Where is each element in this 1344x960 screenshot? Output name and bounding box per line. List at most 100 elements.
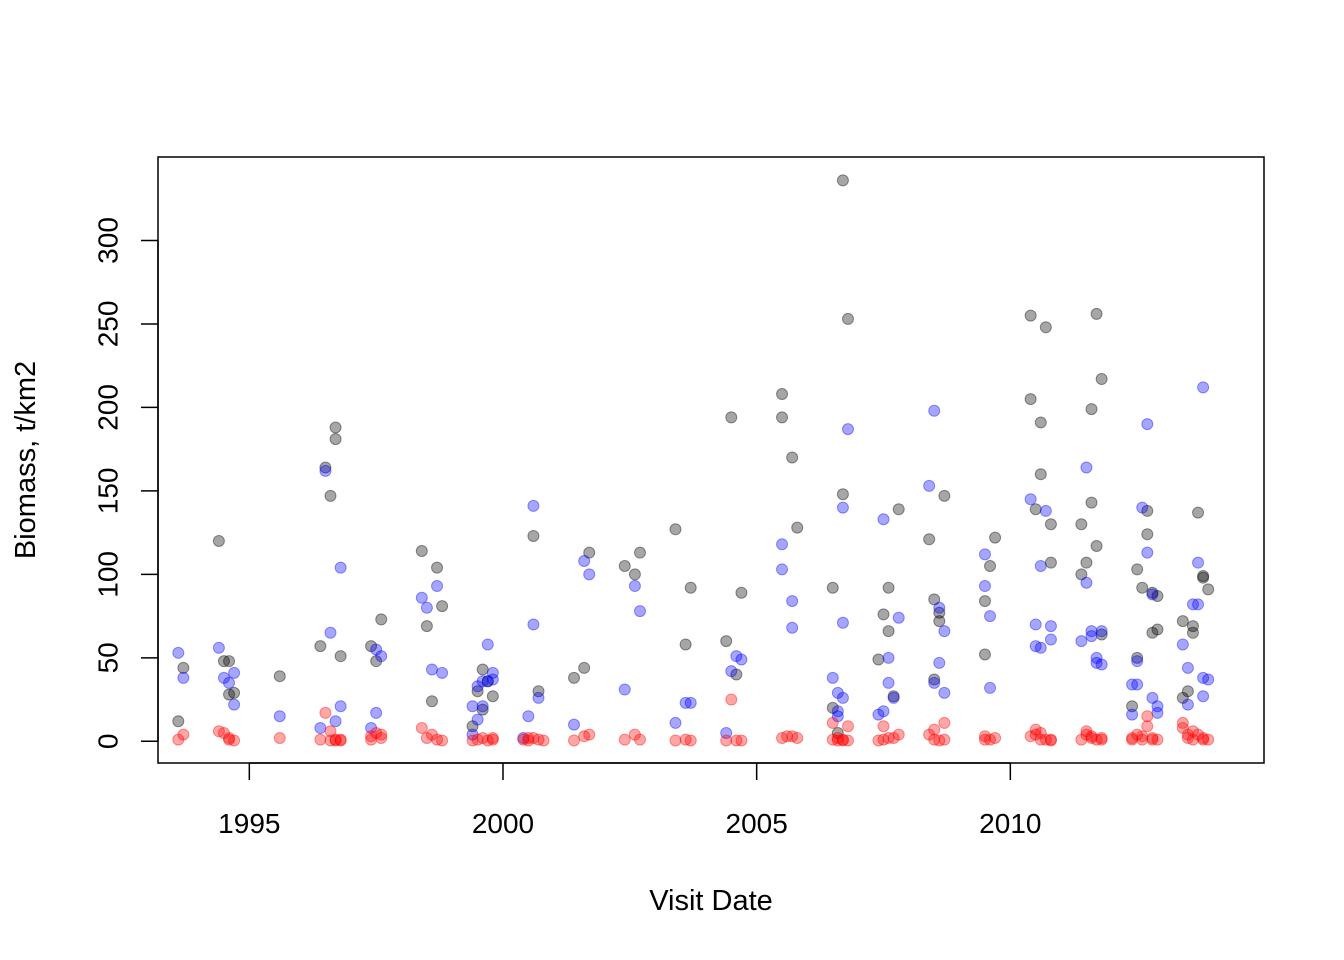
data-point	[425, 663, 438, 676]
data-point	[471, 685, 484, 698]
data-points	[172, 174, 1215, 747]
data-point	[933, 606, 946, 619]
data-point	[1075, 733, 1088, 746]
data-point	[486, 690, 499, 703]
data-point	[568, 718, 581, 731]
data-point	[365, 640, 378, 653]
data-point	[841, 423, 854, 436]
data-point	[786, 621, 799, 634]
data-point	[1202, 673, 1215, 686]
data-point	[1186, 725, 1199, 738]
data-point	[776, 388, 789, 401]
data-point	[831, 705, 844, 718]
data-point	[791, 521, 804, 534]
data-point	[841, 312, 854, 325]
data-point	[334, 561, 347, 574]
data-point	[1095, 731, 1108, 744]
data-point	[1197, 733, 1210, 746]
data-point	[633, 733, 646, 746]
data-point	[618, 683, 631, 696]
data-point	[1039, 733, 1052, 746]
data-point	[1146, 731, 1159, 744]
data-point	[928, 676, 941, 689]
data-point	[532, 733, 545, 746]
data-point	[486, 731, 499, 744]
data-point	[1176, 638, 1189, 651]
data-point	[532, 685, 545, 698]
data-point	[583, 728, 596, 741]
data-point	[836, 734, 849, 747]
data-point	[329, 733, 342, 746]
data-point	[1126, 700, 1139, 713]
data-point	[415, 544, 428, 557]
data-point	[735, 653, 748, 666]
plot-frame	[157, 156, 1265, 764]
y-tick-label: 150	[93, 468, 124, 515]
data-point	[527, 731, 540, 744]
data-point	[928, 404, 941, 417]
data-point	[1181, 685, 1194, 698]
data-point	[831, 686, 844, 699]
data-point	[481, 638, 494, 651]
data-point	[420, 620, 433, 633]
data-point	[471, 713, 484, 726]
data-point	[324, 734, 337, 747]
data-point	[1151, 700, 1164, 713]
data-point	[1131, 651, 1144, 664]
data-point	[370, 655, 383, 668]
data-point	[172, 733, 185, 746]
data-point	[1197, 571, 1210, 584]
data-point	[882, 731, 895, 744]
data-point	[527, 529, 540, 542]
data-point	[436, 734, 449, 747]
data-point	[1080, 728, 1093, 741]
data-point	[1044, 620, 1057, 633]
data-point	[938, 686, 951, 699]
x-tick-label: 2000	[472, 808, 534, 839]
data-point	[882, 651, 895, 664]
data-point	[1080, 576, 1093, 589]
y-axis: 0 50 100 150 200 250 300	[93, 217, 159, 749]
data-point	[1151, 590, 1164, 603]
data-point	[628, 728, 641, 741]
data-point	[669, 734, 682, 747]
data-point	[1126, 733, 1139, 746]
data-point	[486, 733, 499, 746]
data-point	[1024, 309, 1037, 322]
data-point	[923, 479, 936, 492]
data-point	[1029, 618, 1042, 631]
data-point	[826, 716, 839, 729]
data-point	[735, 586, 748, 599]
data-point	[486, 666, 499, 679]
data-point	[1126, 731, 1139, 744]
data-point	[938, 716, 951, 729]
x-tick-label: 2005	[726, 808, 788, 839]
data-point	[1151, 733, 1164, 746]
data-point	[1044, 633, 1057, 646]
data-point	[537, 734, 550, 747]
data-point	[978, 730, 991, 743]
data-point	[1186, 733, 1199, 746]
data-point	[1141, 528, 1154, 541]
data-point	[1034, 468, 1047, 481]
y-tick-label: 200	[93, 384, 124, 431]
data-point	[1181, 661, 1194, 674]
data-point	[1029, 728, 1042, 741]
data-point	[431, 561, 444, 574]
data-point	[471, 733, 484, 746]
data-point	[776, 563, 789, 576]
data-point	[978, 733, 991, 746]
data-point	[826, 581, 839, 594]
data-point	[776, 411, 789, 424]
data-point	[1131, 563, 1144, 576]
data-point	[329, 433, 342, 446]
data-point	[841, 720, 854, 733]
data-point	[481, 675, 494, 688]
data-point	[1044, 733, 1057, 746]
data-point	[836, 501, 849, 514]
data-point	[329, 734, 342, 747]
data-point	[791, 731, 804, 744]
data-point	[831, 710, 844, 723]
data-point	[415, 721, 428, 734]
data-point	[329, 421, 342, 434]
